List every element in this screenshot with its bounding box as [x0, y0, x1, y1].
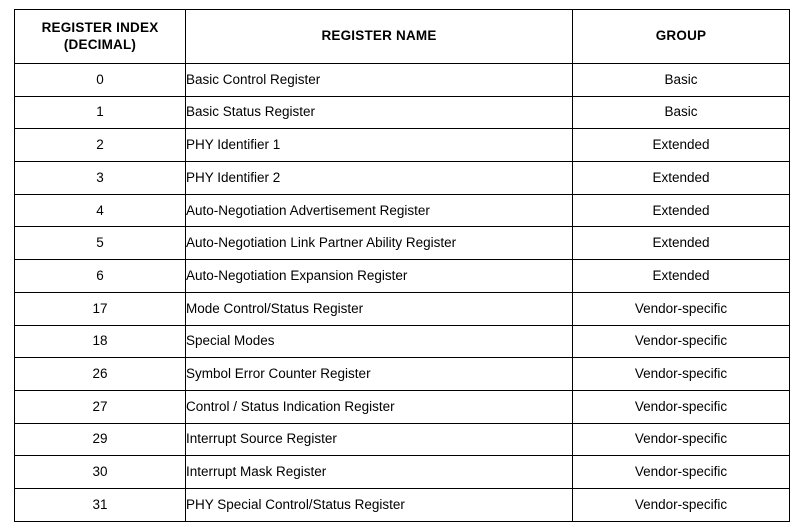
cell-register-index: 1	[14, 95, 186, 130]
cell-register-index: 26	[14, 357, 186, 391]
cell-register-name: PHY Identifier 1	[185, 128, 573, 163]
register-table-container: REGISTER INDEX (DECIMAL) REGISTER NAME G…	[14, 9, 790, 522]
table-header: REGISTER INDEX (DECIMAL) REGISTER NAME G…	[14, 9, 790, 64]
cell-register-name: Basic Control Register	[185, 63, 573, 97]
cell-register-name: Auto-Negotiation Advertisement Register	[185, 193, 573, 228]
cell-group: Extended	[572, 259, 790, 293]
table-row: 2 PHY Identifier 1 Extended	[14, 128, 790, 163]
table-row: 31 PHY Special Control/Status Register Ven…	[14, 487, 790, 522]
table-row: 4 Auto-Negotiation Advertisement Register…	[14, 193, 790, 228]
cell-register-name: Mode Control/Status Register	[185, 291, 573, 326]
cell-group: Vendor-specific	[572, 422, 790, 457]
cell-register-index: 0	[14, 63, 186, 97]
column-header-register-name: REGISTER NAME	[185, 9, 573, 64]
table-row: 27 Control / Status Indication Register Ve…	[14, 389, 790, 424]
cell-group: Vendor-specific	[572, 291, 790, 326]
cell-register-index: 31	[14, 487, 186, 522]
cell-register-name: Special Modes	[185, 324, 573, 359]
cell-register-name: Control / Status Indication Register	[185, 389, 573, 424]
table-row: 26 Symbol Error Counter Register Vendor-sp…	[14, 357, 790, 391]
cell-group: Extended	[572, 226, 790, 261]
cell-group: Extended	[572, 193, 790, 228]
table-row: 17 Mode Control/Status Register Vendor-spe…	[14, 291, 790, 326]
table-row: 0 Basic Control Register Basic	[14, 63, 790, 97]
cell-register-index: 17	[14, 291, 186, 326]
cell-register-index: 5	[14, 226, 186, 261]
cell-register-name: Interrupt Mask Register	[185, 455, 573, 489]
table-row: 5 Auto-Negotiation Link Partner Ability R…	[14, 226, 790, 261]
table-row: 3 PHY Identifier 2 Extended	[14, 161, 790, 195]
cell-register-name: PHY Identifier 2	[185, 161, 573, 195]
cell-group: Vendor-specific	[572, 357, 790, 391]
cell-group: Extended	[572, 161, 790, 195]
column-header-register-index-line1: REGISTER INDEX	[41, 19, 159, 35]
cell-register-name: Interrupt Source Register	[185, 422, 573, 457]
cell-group: Extended	[572, 128, 790, 163]
column-header-register-index-line2: (DECIMAL)	[63, 36, 137, 52]
table-row: 18 Special Modes Vendor-specific	[14, 324, 790, 359]
cell-register-name: Auto-Negotiation Expansion Register	[185, 259, 573, 293]
cell-register-index: 3	[14, 161, 186, 195]
cell-group: Vendor-specific	[572, 455, 790, 489]
column-header-register-index: REGISTER INDEX (DECIMAL)	[14, 9, 186, 64]
cell-group: Vendor-specific	[572, 389, 790, 424]
cell-register-index: 4	[14, 193, 186, 228]
cell-register-index: 30	[14, 455, 186, 489]
cell-group: Vendor-specific	[572, 487, 790, 522]
table-row: 6 Auto-Negotiation Expansion Register Exte…	[14, 259, 790, 293]
cell-group: Basic	[572, 63, 790, 97]
cell-group: Basic	[572, 95, 790, 130]
cell-register-index: 27	[14, 389, 186, 424]
cell-register-index: 18	[14, 324, 186, 359]
table-row: 30 Interrupt Mask Register Vendor-specific	[14, 455, 790, 489]
cell-register-index: 6	[14, 259, 186, 293]
cell-register-index: 29	[14, 422, 186, 457]
header-row: REGISTER INDEX (DECIMAL) REGISTER NAME G…	[14, 9, 790, 64]
cell-register-name: Basic Status Register	[185, 95, 573, 130]
table-row: 29 Interrupt Source Register Vendor-specif…	[14, 422, 790, 457]
cell-group: Vendor-specific	[572, 324, 790, 359]
register-table: REGISTER INDEX (DECIMAL) REGISTER NAME G…	[14, 9, 790, 522]
table-body: 0 Basic Control Register Basic 1 Basic Statu…	[14, 63, 790, 522]
column-header-group: GROUP	[572, 9, 790, 64]
cell-register-name: Symbol Error Counter Register	[185, 357, 573, 391]
table-row: 1 Basic Status Register Basic	[14, 95, 790, 130]
cell-register-name: PHY Special Control/Status Register	[185, 487, 573, 522]
cell-register-index: 2	[14, 128, 186, 163]
cell-register-name: Auto-Negotiation Link Partner Ability Re…	[185, 226, 573, 261]
